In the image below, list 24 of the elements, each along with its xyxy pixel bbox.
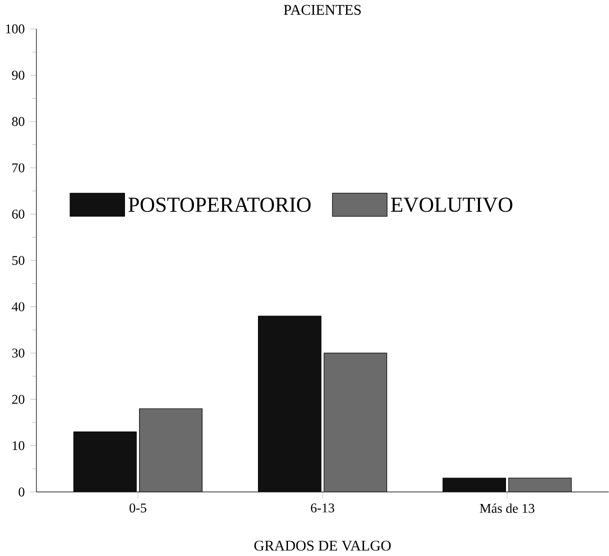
y-tick-label: 10	[12, 441, 24, 450]
y-tick-label: 70	[12, 164, 24, 172]
y-tick-label: 40	[12, 302, 24, 312]
y-tick-label: 50	[12, 256, 24, 266]
x-tick-label: 6-13	[310, 504, 334, 513]
bar	[258, 316, 322, 492]
x-tick-label: Más de 13	[480, 504, 534, 514]
y-tick-label: 80	[12, 117, 24, 126]
y-tick-label: 60	[12, 210, 24, 219]
x-tick-label: 0-5	[130, 504, 146, 513]
y-tick-label: 90	[12, 70, 24, 80]
bar	[74, 432, 136, 492]
y-tick-label: 0	[18, 488, 24, 497]
y-tick-label: 20	[12, 395, 24, 404]
bar	[324, 353, 387, 492]
y-tick-label: 100	[6, 24, 24, 34]
legend-label: EVOLUTIVO	[390, 198, 512, 212]
bar	[508, 478, 572, 492]
bar	[442, 478, 506, 492]
x-axis-title: GRADOS DE VALGO	[254, 540, 391, 551]
chart-title: PACIENTES	[284, 5, 361, 16]
bar	[139, 408, 202, 492]
y-tick-label: 30	[12, 348, 24, 358]
legend-label: POSTOPERATORIO	[128, 198, 311, 212]
